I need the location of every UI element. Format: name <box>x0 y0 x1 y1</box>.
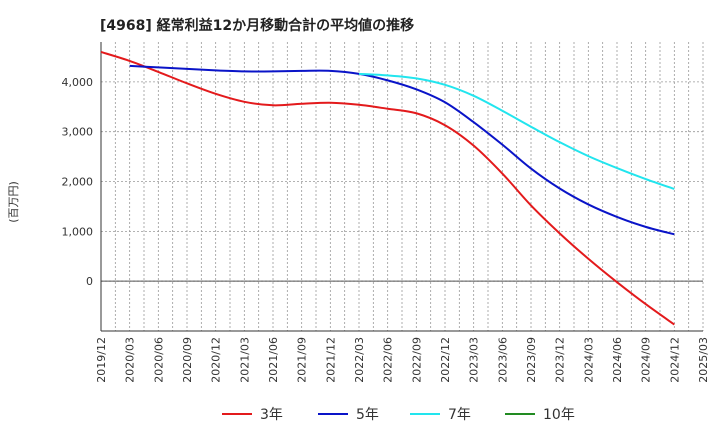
x-tick-label: 2024/09 <box>640 337 653 383</box>
x-tick-label: 2023/03 <box>468 337 481 383</box>
x-tick-label: 2025/03 <box>697 337 710 383</box>
x-tick-label: 2021/06 <box>267 337 280 383</box>
x-tick-label: 2021/09 <box>296 337 309 383</box>
legend-label: 5年 <box>356 407 379 423</box>
x-tick-label: 2020/09 <box>181 337 194 383</box>
x-tick-label: 2024/06 <box>611 337 624 383</box>
legend-label: 3年 <box>260 407 283 423</box>
x-tick-label: 2022/06 <box>382 337 395 383</box>
series-line-3年 <box>100 51 675 326</box>
legend-label: 10年 <box>543 407 575 423</box>
y-tick-label: 0 <box>86 275 93 288</box>
y-axis-label: (百万円) <box>7 181 20 223</box>
x-ticks: 2019/12 2020/03 2020/06 2020/09 2020/12 2021/… <box>95 337 710 383</box>
series-line-7年 <box>358 72 675 190</box>
x-tick-label: 2020/03 <box>124 337 137 383</box>
x-tick-label: 2019/12 <box>95 337 108 383</box>
series-line-5年 <box>129 64 675 236</box>
y-ticks: 0 1,000 2,000 3,000 4,000 <box>62 76 94 288</box>
series-lines <box>100 51 675 326</box>
x-tick-label: 2024/03 <box>582 337 595 383</box>
x-tick-label: 2023/09 <box>525 337 538 383</box>
y-tick-label: 3,000 <box>62 126 94 139</box>
chart-title: [4968] 経常利益12か月移動合計の平均値の推移 <box>100 17 414 34</box>
legend-label: 7年 <box>448 407 471 423</box>
x-tick-label: 2020/06 <box>152 337 165 383</box>
x-tick-label: 2023/12 <box>554 337 567 383</box>
x-tick-label: 2022/09 <box>410 337 423 383</box>
y-tick-label: 4,000 <box>62 76 94 89</box>
x-tick-label: 2022/12 <box>439 337 452 383</box>
legend: 3年 5年 7年 10年 <box>222 407 575 423</box>
x-tick-label: 2021/12 <box>324 337 337 383</box>
y-tick-label: 2,000 <box>62 176 94 189</box>
x-tick-label: 2020/12 <box>210 337 223 383</box>
x-tick-label: 2022/03 <box>353 337 366 383</box>
grid <box>100 42 704 331</box>
x-tick-label: 2024/12 <box>668 337 681 383</box>
axes <box>100 42 703 332</box>
y-tick-label: 1,000 <box>62 225 94 238</box>
x-tick-label: 2023/06 <box>496 337 509 383</box>
x-tick-label: 2021/03 <box>238 337 251 383</box>
